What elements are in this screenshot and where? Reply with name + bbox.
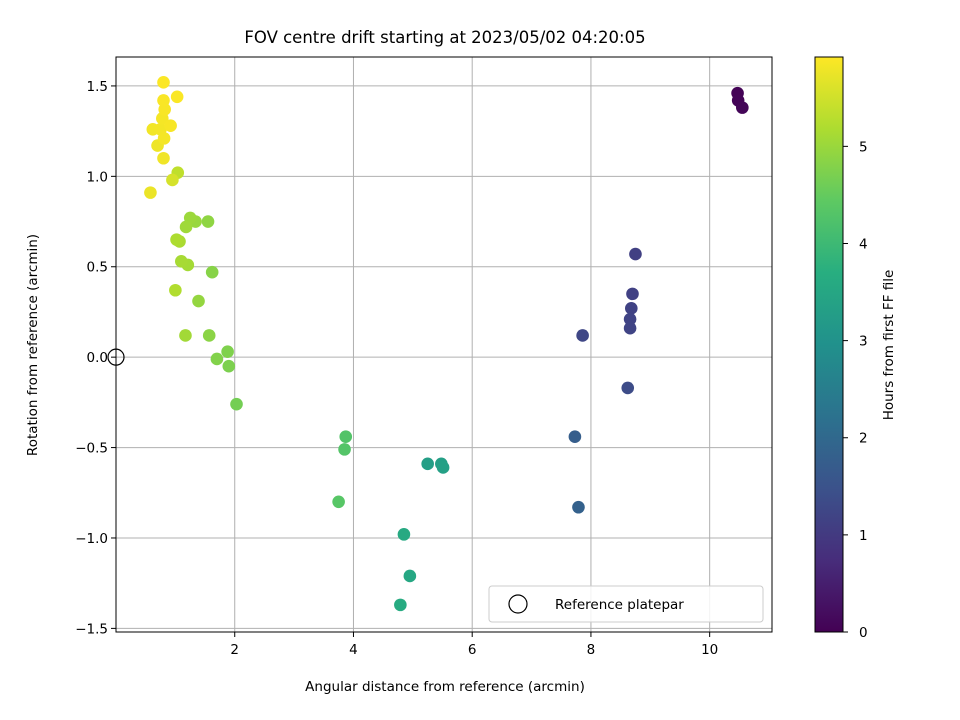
data-point xyxy=(205,265,219,279)
legend-label: Reference platepar xyxy=(555,597,684,613)
y-tick-label: −0.5 xyxy=(75,441,108,457)
colorbar-tick-label: 1 xyxy=(859,528,868,544)
data-point xyxy=(157,76,170,89)
data-point xyxy=(572,500,585,514)
y-axis-label: Rotation from reference (arcmin) xyxy=(25,234,41,456)
data-point xyxy=(623,312,637,326)
data-point xyxy=(625,302,638,315)
data-point xyxy=(175,255,188,268)
data-point xyxy=(169,283,182,297)
data-point xyxy=(736,101,749,114)
legend-box xyxy=(488,585,764,623)
data-point xyxy=(397,528,411,541)
legend: Reference platepar xyxy=(488,585,764,623)
data-point xyxy=(170,233,183,246)
y-tick-label: −1.0 xyxy=(75,531,108,547)
colorbar: 0 1 2 3 4 5 Hours from first FF file xyxy=(814,56,897,641)
y-tick-label: 0.5 xyxy=(87,260,108,276)
chart-title: FOV centre drift starting at 2023/05/02 … xyxy=(244,28,645,47)
colorbar-tick-label: 5 xyxy=(859,139,868,155)
data-point xyxy=(338,443,351,456)
data-point xyxy=(629,247,642,261)
data-point xyxy=(202,329,216,342)
y-tick-label: 0.0 xyxy=(87,350,108,366)
data-point xyxy=(421,457,434,471)
data-point xyxy=(166,173,179,187)
data-point xyxy=(210,352,224,366)
data-point xyxy=(339,430,353,444)
data-point xyxy=(221,345,234,359)
colorbar-tick-label: 4 xyxy=(859,236,868,252)
x-axis-ticks: 2 4 6 8 10 xyxy=(230,632,718,658)
data-point xyxy=(403,569,417,583)
y-tick-label: 1.0 xyxy=(87,169,108,185)
x-axis-label: Angular distance from reference (arcmin) xyxy=(305,679,585,695)
data-point xyxy=(192,294,205,308)
data-point xyxy=(144,186,157,199)
data-point xyxy=(568,430,582,444)
plot-frame xyxy=(115,56,773,633)
data-point xyxy=(179,329,192,342)
x-tick-label: 8 xyxy=(587,642,596,658)
colorbar-tick-label: 0 xyxy=(859,625,868,641)
data-point xyxy=(394,598,407,612)
y-tick-label: −1.5 xyxy=(75,621,108,637)
data-point xyxy=(164,119,177,133)
data-point xyxy=(332,495,345,509)
colorbar-tick-label: 3 xyxy=(859,334,868,350)
data-point xyxy=(623,321,637,335)
data-point xyxy=(576,329,589,342)
grid xyxy=(116,57,772,632)
y-axis-ticks: −1.5 −1.0 −0.5 0.0 0.5 1.0 1.5 xyxy=(75,79,116,637)
data-point xyxy=(621,381,635,395)
data-point xyxy=(157,94,170,107)
legend-marker-open-circle xyxy=(508,594,528,614)
colorbar-ticks: 0 1 2 3 4 5 xyxy=(843,139,868,641)
data-point xyxy=(179,220,193,234)
data-point xyxy=(170,90,184,104)
y-tick-label: 1.5 xyxy=(87,79,108,95)
data-point xyxy=(157,132,171,145)
data-point xyxy=(157,151,170,165)
data-point xyxy=(230,397,243,411)
x-tick-label: 10 xyxy=(701,642,718,658)
data-point xyxy=(201,215,215,228)
colorbar-gradient xyxy=(814,56,844,633)
data-point xyxy=(436,461,450,474)
x-tick-label: 4 xyxy=(349,642,358,658)
data-point xyxy=(222,359,236,373)
x-tick-label: 6 xyxy=(468,642,477,658)
colorbar-label: Hours from first FF file xyxy=(881,270,897,421)
data-points xyxy=(144,76,749,612)
data-point xyxy=(626,287,639,301)
x-tick-label: 2 xyxy=(230,642,239,658)
colorbar-tick-label: 2 xyxy=(859,431,868,447)
